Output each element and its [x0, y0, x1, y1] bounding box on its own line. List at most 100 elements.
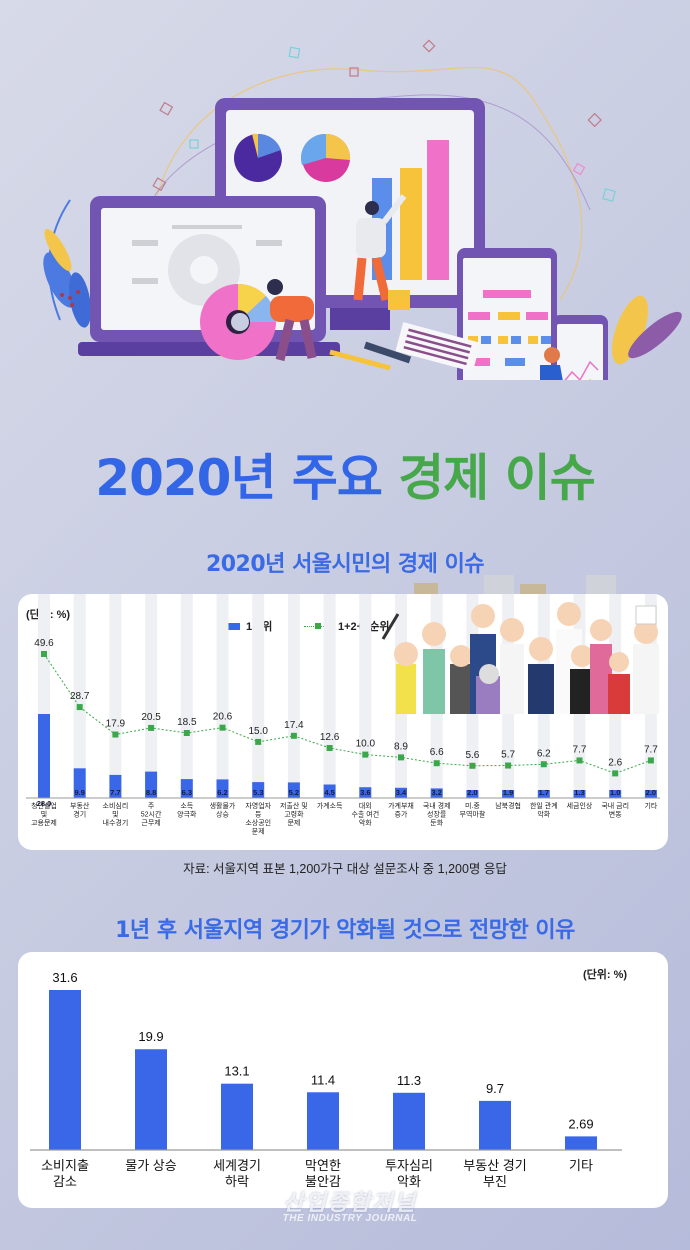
line-value-label: 17.4: [284, 720, 304, 731]
bar-rank1: [395, 787, 407, 798]
line-marker: [290, 732, 297, 739]
bar-rank1: [109, 774, 122, 798]
bar-value-label: 28.0: [37, 799, 52, 808]
category-label: 소상공인: [245, 818, 271, 827]
bar-value-label: 19.9: [138, 1029, 163, 1044]
bar: [393, 1092, 425, 1150]
category-label: 주: [148, 802, 155, 810]
page-title: 2020년 주요 경제 이슈: [0, 438, 690, 510]
bar-rank1: [252, 782, 265, 798]
category-label: 한일 관계: [530, 801, 558, 810]
unit-label-2: (단위: %): [583, 969, 628, 981]
line-marker: [41, 651, 47, 657]
line-marker: [398, 754, 404, 761]
bar-value-label: 2.0: [467, 788, 477, 797]
category-label: 수출 여건: [351, 810, 379, 819]
bar-rank1: [287, 782, 300, 798]
page-title-part2: 경제 이슈: [398, 449, 595, 507]
legend-bar-swatch: [226, 622, 240, 630]
line-marker: [148, 724, 155, 731]
category-label: 물가 상승: [125, 1158, 176, 1173]
bar-rank1: [359, 787, 372, 798]
category-label: 근무제: [141, 819, 160, 827]
category-label: 내수경기: [103, 818, 129, 827]
category-label: 부동산: [70, 801, 90, 810]
bar-value-label: 1.0: [610, 788, 620, 797]
category-label: 기타: [569, 1158, 593, 1173]
category-label: 청년실업: [31, 801, 57, 810]
category-label: 기타: [644, 801, 657, 810]
line-marker: [112, 731, 119, 738]
category-label: 둔화: [430, 819, 443, 827]
category-label: 부진: [483, 1174, 507, 1189]
bar: [307, 1092, 339, 1150]
bar-value-label: 3.6: [360, 788, 370, 797]
bar-value-label: 7.7: [110, 788, 120, 797]
worsening-reasons-card: (단위: %) 31.6 소비지출 감소 19.9 물가 상승 13.1 세계경기 하락 11.…: [18, 952, 668, 1208]
line-marker: [76, 704, 83, 711]
category-label: 소비지출: [41, 1158, 89, 1173]
bar-rank1: [466, 790, 479, 798]
line-marker: [505, 762, 512, 769]
watermark: 산업종합저널 THE INDUSTRY JOURNAL: [282, 1190, 418, 1224]
category-label: 및: [112, 811, 118, 819]
bar-value-label: 3.2: [431, 788, 441, 797]
column-stripe: [216, 594, 229, 798]
bar-value-label: 6.2: [217, 788, 227, 797]
column-stripe: [323, 594, 336, 798]
line-marker: [326, 744, 333, 751]
column-stripe: [73, 594, 86, 798]
category-label: 고령화: [284, 811, 304, 819]
category-label: 고용문제: [31, 819, 57, 827]
category-label: 등: [255, 811, 262, 819]
line-value-label: 28.7: [70, 691, 90, 702]
column-stripe: [359, 594, 372, 798]
category-label: 막연한: [305, 1158, 341, 1173]
line-value-label: 5.7: [501, 750, 515, 761]
bar: [221, 1083, 253, 1150]
bar-rank1: [73, 768, 86, 798]
category-label: 대외: [359, 801, 372, 810]
bar-rank1: [644, 790, 657, 798]
issues-chart-card: (단위: %) 1순위 1+2+3순위 28.09.97.78.86.36.25…: [18, 594, 668, 850]
line-value-label: 49.6: [34, 638, 54, 649]
category-label: 하락: [225, 1174, 249, 1189]
category-label: 감소: [53, 1174, 77, 1189]
category-label: 증가: [395, 810, 408, 819]
bar-value-label: 4.5: [324, 788, 334, 797]
line-marker: [612, 770, 619, 777]
legend-line-swatch: [304, 622, 332, 629]
bar-rank1: [430, 788, 443, 798]
bar-value-label: 1.3: [574, 788, 584, 797]
bar-value-label: 6.3: [182, 788, 192, 797]
line-marker: [362, 751, 369, 758]
category-label: 악화: [537, 811, 550, 819]
category-label: 저출산 및: [280, 801, 308, 810]
bar-value-label: 13.1: [224, 1064, 249, 1079]
bar-value-label: 9.7: [486, 1081, 504, 1096]
category-label: 세계경기: [213, 1158, 261, 1173]
column-stripe: [180, 594, 193, 798]
category-label: 가계소득: [317, 801, 343, 810]
category-label: 소득: [180, 802, 193, 810]
bar-value-label: 5.3: [253, 788, 263, 797]
category-label: 악화: [359, 819, 372, 827]
line-value-label: 18.5: [177, 717, 197, 728]
line-value-label: 20.6: [213, 712, 233, 723]
section2-title: 1년 후 서울지역 경기가 악화될 것으로 전망한 이유: [115, 918, 575, 943]
category-label: 문제: [287, 819, 300, 827]
citizens-illustration: [381, 602, 659, 714]
column-stripe: [109, 594, 122, 798]
bar-rank1: [323, 784, 336, 798]
line-marker: [647, 757, 654, 764]
bar-value-label: 3.4: [396, 788, 407, 797]
line-value-label: 5.6: [465, 750, 479, 761]
source-note: 자료: 서울지역 표본 1,200가구 대상 설문조사 중 1,200명 응답: [183, 862, 507, 876]
bar-rank1: [38, 714, 50, 798]
line-marker: [576, 757, 583, 764]
category-label: 52시간: [141, 810, 162, 819]
bar: [479, 1100, 511, 1150]
category-label: 양극화: [177, 811, 197, 819]
bar-value-label: 31.6: [52, 970, 77, 985]
category-label: 가계부채: [388, 801, 414, 810]
